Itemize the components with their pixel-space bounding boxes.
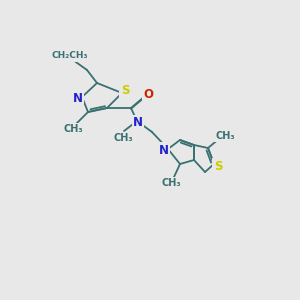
Text: CH₃: CH₃ (113, 133, 133, 143)
Text: S: S (121, 85, 129, 98)
Text: S: S (214, 160, 222, 172)
Text: O: O (143, 88, 153, 101)
Text: N: N (159, 143, 169, 157)
Text: CH₃: CH₃ (63, 124, 83, 134)
Text: CH₂CH₃: CH₂CH₃ (52, 52, 88, 61)
Text: N: N (133, 116, 143, 130)
Text: CH₃: CH₃ (215, 131, 235, 141)
Text: N: N (73, 92, 83, 104)
Text: CH₃: CH₃ (161, 178, 181, 188)
